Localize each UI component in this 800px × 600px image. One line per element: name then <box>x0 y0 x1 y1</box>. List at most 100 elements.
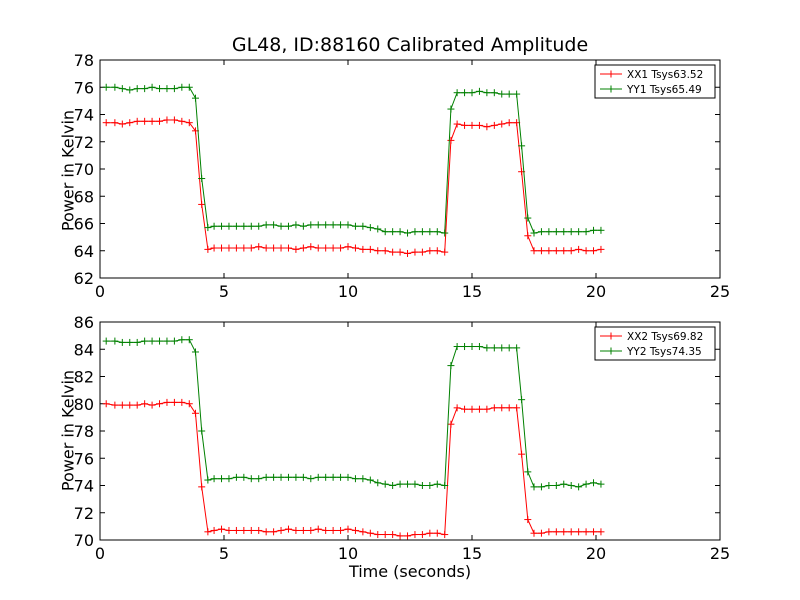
bottom-series-line-2 <box>106 339 602 488</box>
top-data-point <box>204 245 212 253</box>
bottom-data-point <box>232 526 240 534</box>
bottom-data-point <box>575 483 583 491</box>
bottom-data-point <box>396 532 404 540</box>
top-data-point <box>156 85 164 93</box>
top-data-point <box>322 221 330 229</box>
bottom-y-tick-label: 86 <box>74 313 94 332</box>
bottom-data-point <box>582 480 590 488</box>
top-data-point <box>359 245 367 253</box>
bottom-data-point <box>156 337 164 345</box>
top-data-point <box>524 232 532 240</box>
top-data-point <box>133 117 141 125</box>
top-y-tick-label: 76 <box>74 78 94 97</box>
top-data-point <box>381 247 389 255</box>
top-data-point <box>247 244 255 252</box>
top-data-point <box>148 117 156 125</box>
bottom-data-point <box>590 479 598 487</box>
top-data-point <box>299 222 307 230</box>
bottom-data-point <box>359 528 367 536</box>
bottom-data-point <box>447 362 455 370</box>
bottom-data-point <box>552 482 560 489</box>
bottom-data-point <box>518 396 526 404</box>
top-data-point <box>453 89 461 97</box>
bottom-data-point <box>163 398 171 406</box>
top-data-point <box>441 229 449 237</box>
bottom-x-tick-label: 0 <box>95 544 105 563</box>
top-data-point <box>307 221 315 229</box>
top-data-point <box>141 117 149 125</box>
bottom-data-point <box>329 526 337 534</box>
top-data-point <box>418 248 426 256</box>
bottom-data-point <box>262 528 270 536</box>
top-data-point <box>530 229 538 237</box>
top-data-point <box>433 228 441 236</box>
bottom-data-point <box>560 480 568 488</box>
top-x-tick-label: 5 <box>219 282 229 301</box>
top-data-point <box>374 225 382 233</box>
bottom-data-point <box>218 525 226 533</box>
bottom-data-point <box>185 400 193 408</box>
bottom-data-point <box>126 401 134 409</box>
top-data-point <box>468 89 476 97</box>
bottom-data-point <box>483 344 491 352</box>
top-data-point <box>411 228 419 236</box>
top-data-point <box>545 247 553 255</box>
bottom-x-tick-label: 25 <box>710 544 730 563</box>
top-data-point <box>552 228 560 236</box>
top-data-point <box>337 244 345 252</box>
bottom-data-point <box>426 529 434 537</box>
top-data-point <box>270 244 278 252</box>
bottom-x-tick-label: 10 <box>338 544 358 563</box>
bottom-data-point <box>247 475 255 483</box>
bottom-data-point <box>537 529 545 537</box>
bottom-data-point <box>148 337 156 345</box>
top-data-point <box>461 89 469 97</box>
bottom-data-point <box>468 343 476 351</box>
bottom-data-point <box>351 526 359 534</box>
bottom-y-tick-label: 76 <box>74 449 94 468</box>
top-data-point <box>170 85 178 93</box>
bottom-data-point <box>277 473 285 481</box>
top-data-point <box>426 228 434 236</box>
bottom-data-point <box>141 400 149 408</box>
bottom-y-tick-label: 80 <box>74 395 94 414</box>
top-data-point <box>218 244 226 252</box>
top-data-point <box>277 222 285 230</box>
x-axis-label: Time (seconds) <box>348 562 472 581</box>
bottom-data-point <box>133 401 141 409</box>
top-data-point <box>170 116 178 124</box>
top-x-tick-label: 25 <box>710 282 730 301</box>
top-data-point <box>292 221 300 229</box>
top-series-line-2 <box>106 86 601 234</box>
bottom-data-point <box>411 480 419 488</box>
top-data-point <box>329 221 337 229</box>
top-data-point <box>441 248 449 256</box>
top-data-point <box>396 228 404 236</box>
bottom-data-point <box>498 404 506 412</box>
top-data-point <box>102 119 110 127</box>
top-x-tick-label: 15 <box>462 282 482 301</box>
bottom-data-point <box>567 528 575 536</box>
top-y-tick-label: 66 <box>74 215 94 234</box>
top-data-point <box>126 119 134 127</box>
bottom-data-point <box>240 473 248 481</box>
bottom-data-point <box>210 475 218 483</box>
top-data-point <box>433 247 441 255</box>
bottom-data-point <box>277 526 285 534</box>
top-data-point <box>483 89 491 97</box>
top-data-point <box>590 247 598 255</box>
top-data-point <box>185 119 193 127</box>
bottom-plot-frame <box>99 321 721 541</box>
bottom-series-line-1 <box>106 401 601 537</box>
bottom-data-point <box>156 400 164 408</box>
top-data-point <box>163 85 171 93</box>
top-data-point <box>270 221 278 229</box>
top-data-point <box>133 85 141 93</box>
bottom-data-point <box>111 401 119 409</box>
bottom-data-point <box>418 482 426 489</box>
bottom-data-point <box>389 531 397 539</box>
bottom-data-point <box>337 473 345 481</box>
bottom-y-axis-label: Power in Kelvin <box>58 369 78 492</box>
bottom-data-point <box>118 401 126 409</box>
